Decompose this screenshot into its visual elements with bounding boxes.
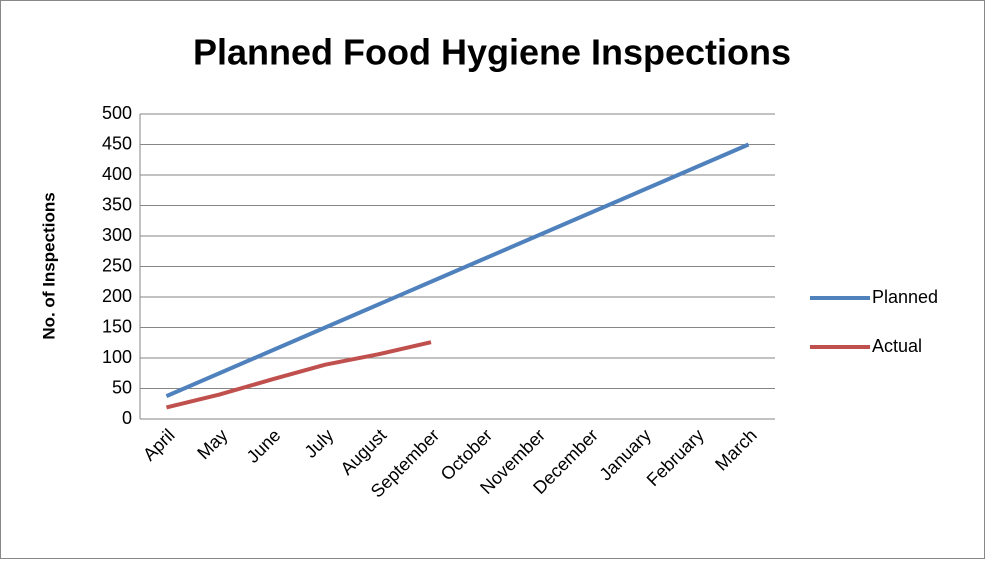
y-tick-label: 300 (102, 225, 132, 245)
y-tick-label: 250 (102, 255, 132, 275)
y-tick-label: 450 (102, 133, 132, 153)
y-tick-label: 500 (102, 103, 132, 123)
legend-label: Actual (872, 336, 922, 356)
y-tick-label: 100 (102, 347, 132, 367)
y-tick-label: 350 (102, 194, 132, 214)
y-tick-label: 200 (102, 286, 132, 306)
line-series (165, 340, 432, 410)
line-series (165, 142, 750, 398)
y-axis-label: No. of Inspections (39, 192, 58, 339)
y-tick-label: 0 (122, 408, 132, 428)
chart-title: Planned Food Hygiene Inspections (193, 32, 791, 73)
legend-label: Planned (872, 287, 938, 307)
y-tick-label: 50 (112, 377, 132, 397)
y-tick-label: 400 (102, 164, 132, 184)
y-tick-label: 150 (102, 316, 132, 336)
